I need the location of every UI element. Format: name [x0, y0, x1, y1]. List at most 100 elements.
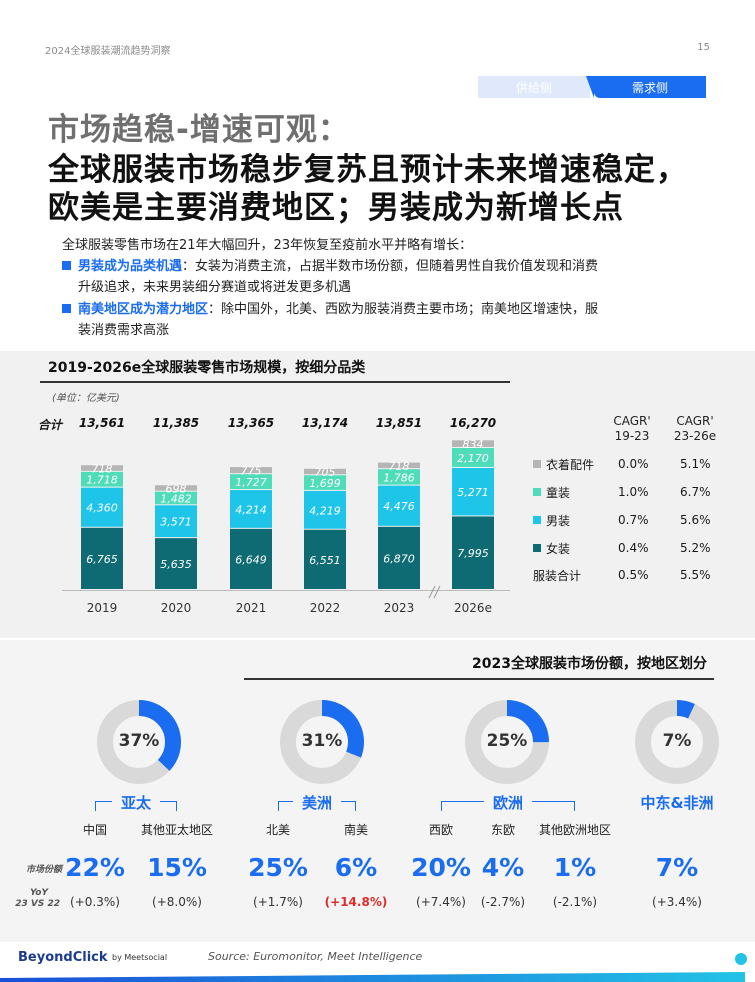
- bar-2022-s3: [304, 468, 346, 475]
- legend-label: 服装合计: [533, 568, 582, 583]
- bar-2019-s3: [81, 465, 123, 471]
- chart-unit: (单位：亿美元): [52, 393, 120, 404]
- region-name: 美洲: [293, 792, 341, 813]
- legend-row: 男装 0.7% 5.6%: [533, 510, 733, 530]
- donut-label: 25%: [486, 731, 528, 751]
- bullet-highlight: 南美地区成为潜力地区: [78, 302, 209, 317]
- tab-supply-side[interactable]: 供给侧: [478, 76, 590, 98]
- legend-swatch: [533, 460, 541, 468]
- sub-region-yoy: (+1.7%): [253, 895, 303, 909]
- sub-region-share: 25%: [248, 853, 308, 882]
- bar-2023-s0: [378, 526, 420, 589]
- bullet-south-america: 南美地区成为潜力地区：除中国外，北美、西欧为服装消费主要市场；南美地区增速快，服…: [62, 299, 702, 341]
- bar-value-label: 718: [92, 463, 113, 476]
- tab-demand-side[interactable]: 需求侧: [586, 76, 706, 98]
- legend-swatch: [533, 488, 541, 496]
- legend-label: 男装: [546, 513, 571, 528]
- donut-label: 7%: [662, 731, 692, 751]
- bar-2026e-s2: [452, 447, 494, 467]
- donut-3: [635, 700, 719, 784]
- sub-region-yoy: (+0.3%): [70, 895, 120, 909]
- bar-value-label: 1,482: [160, 492, 192, 505]
- bar-2019-s2: [81, 471, 123, 487]
- bar-value-label: 4,219: [309, 504, 341, 517]
- brand-logo: BeyondClick: [18, 950, 108, 965]
- bar-value-label: 1,727: [235, 476, 267, 489]
- bar-2026e-s1: [452, 467, 494, 516]
- sub-region-name: 西欧: [428, 823, 453, 837]
- sub-region-yoy: (-2.1%): [552, 895, 598, 909]
- bar-value-label: 5,635: [160, 558, 192, 571]
- bar-2019-s1: [81, 487, 123, 527]
- footer-bar: [0, 972, 745, 982]
- legend-swatch: [533, 516, 541, 524]
- total-label-2022: 13,174: [302, 416, 348, 430]
- sub-region-share: 4%: [481, 853, 525, 882]
- donut-2: [465, 700, 549, 784]
- bar-value-label: 2,170: [457, 452, 489, 465]
- sub-region-share: 7%: [655, 853, 699, 882]
- bar-2020-s1: [155, 505, 197, 538]
- cagr-19-23-value: 0.5%: [618, 568, 649, 582]
- legend-label: 童装: [546, 485, 571, 500]
- sub-region-name: 北美: [265, 823, 290, 837]
- bar-2023-s1: [378, 485, 420, 526]
- partner-logo: by Meetsocial: [112, 953, 168, 962]
- bar-2022-s1: [304, 490, 346, 529]
- bar-value-label: 718: [389, 460, 410, 473]
- bar-value-label: 6,765: [86, 553, 118, 566]
- sub-region-share: 20%: [411, 853, 471, 882]
- bar-2021-s3: [230, 467, 272, 474]
- cagr-header-19-23: CAGR' 19-23: [613, 414, 651, 443]
- cagr-23-26e-value: 5.1%: [680, 457, 711, 471]
- legend-row: 服装合计 0.5% 5.5%: [533, 565, 733, 585]
- headline-line-1: 市场趋稳-增速可观：: [48, 112, 350, 148]
- bar-2021-s2: [230, 474, 272, 490]
- bullet-text-cont: 升级追求，未来男装细分赛道或将迸发更多机遇: [78, 280, 352, 295]
- bar-value-label: 4,476: [383, 500, 415, 513]
- bar-2021-s0: [230, 528, 272, 589]
- bar-value-label: 7,995: [457, 547, 489, 560]
- sub-region-share: 15%: [147, 853, 207, 882]
- bar-2022-s2: [304, 475, 346, 490]
- bar-2026e-s0: [452, 516, 494, 589]
- bullet-highlight: 男装成为品类机遇: [78, 259, 183, 274]
- total-label-2020: 11,385: [153, 416, 199, 430]
- cagr-header-23-26e: CAGR' 23-26e: [673, 414, 717, 443]
- headline-line-2: 全球服装市场稳步复苏且预计未来增速稳定，: [48, 152, 688, 188]
- legend-row: 女装 0.4% 5.2%: [533, 538, 733, 558]
- bar-2023-s2: [378, 469, 420, 485]
- bar-2020-s2: [155, 491, 197, 505]
- chart-title: 2019-2026e全球服装零售市场规模，按细分品类: [48, 360, 366, 376]
- bar-value-label: 1,718: [86, 474, 118, 487]
- bar-chart: 6,7654,3601,71871813,56120195,6353,5711,…: [62, 416, 510, 615]
- total-row-label: 合计: [38, 418, 63, 432]
- donut-label: 37%: [118, 731, 160, 751]
- legend-row: 童装 1.0% 6.7%: [533, 482, 733, 502]
- bar-2023-s3: [378, 462, 420, 469]
- footer-dot-icon: [735, 953, 747, 965]
- legend-row: 衣着配件 0.0% 5.1%: [533, 454, 733, 474]
- region-name: 亚太: [112, 792, 160, 813]
- bar-value-label: 1,699: [309, 477, 341, 490]
- sub-region-yoy: (+14.8%): [324, 895, 388, 909]
- legend-label: 女装: [546, 541, 571, 556]
- sub-region-name: 中国: [82, 823, 107, 837]
- sub-region-yoy: (-2.7%): [480, 895, 526, 909]
- bar-value-label: 4,214: [235, 503, 267, 516]
- source-note: Source: Euromonitor, Meet Intelligence: [208, 950, 423, 963]
- legend-swatch: [533, 544, 541, 552]
- sub-region-share: 6%: [334, 853, 378, 882]
- donut-0: [97, 700, 181, 784]
- region-panel: [0, 640, 755, 942]
- bar-2026e-s3: [452, 440, 494, 447]
- sub-region-yoy: (+7.4%): [416, 895, 466, 909]
- cagr-23-26e-value: 5.5%: [680, 568, 711, 582]
- bar-2020-s3: [155, 485, 197, 491]
- bar-2019-s0: [81, 527, 123, 589]
- donut-slice: [465, 700, 549, 784]
- yoy-row-label: YoY: [29, 888, 48, 898]
- bar-2020-s0: [155, 538, 197, 589]
- total-label-2019: 13,561: [79, 416, 125, 430]
- page-number: 15: [697, 42, 710, 53]
